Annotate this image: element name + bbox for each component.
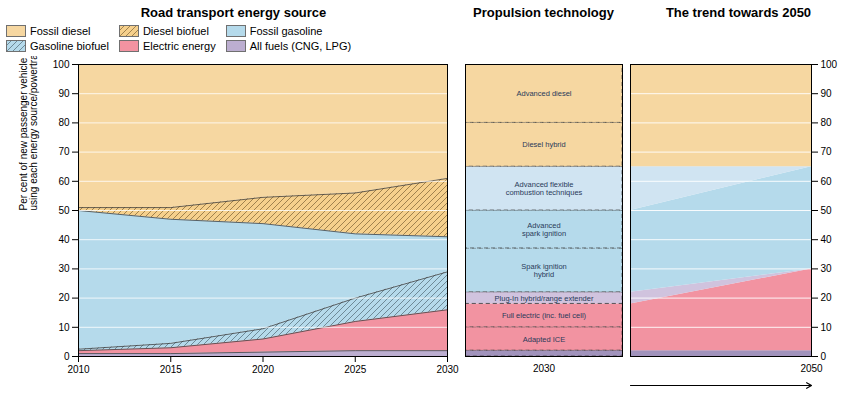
svg-text:80: 80 xyxy=(58,117,70,128)
html-text:Diesel biofuel: Diesel biofuel xyxy=(142,25,209,37)
html-text:Gasoline biofuel: Gasoline biofuel xyxy=(30,40,109,52)
html-text:The trend towards 2050: The trend towards 2050 xyxy=(665,5,812,20)
svg-text:Advanced flexiblecombustion te: Advanced flexiblecombustion techniques xyxy=(506,180,583,197)
svg-text:Adapted ICE: Adapted ICE xyxy=(523,335,566,344)
svg-text:10: 10 xyxy=(821,322,833,333)
svg-text:Advancedspark ignition: Advancedspark ignition xyxy=(522,221,566,238)
svg-text:30: 30 xyxy=(821,263,833,274)
svg-text:2010: 2010 xyxy=(67,364,90,375)
svg-text:70: 70 xyxy=(58,146,70,157)
svg-text:90: 90 xyxy=(58,88,70,99)
html-text:Electric energy: Electric energy xyxy=(142,40,216,52)
svg-text:Plug-In hybrid/range extender: Plug-In hybrid/range extender xyxy=(495,294,594,303)
svg-text:20: 20 xyxy=(58,292,70,303)
svg-text:2020: 2020 xyxy=(252,364,275,375)
svg-text:Per cent of new passenger vehi: Per cent of new passenger vehicle salesu… xyxy=(18,56,39,211)
svg-text:2030: 2030 xyxy=(533,363,556,374)
svg-text:0: 0 xyxy=(64,351,70,362)
svg-text:0: 0 xyxy=(821,351,827,362)
svg-text:70: 70 xyxy=(821,146,833,157)
svg-text:80: 80 xyxy=(821,117,833,128)
svg-text:Advanced diesel: Advanced diesel xyxy=(516,89,571,98)
svg-text:100: 100 xyxy=(53,59,70,70)
svg-text:50: 50 xyxy=(821,205,833,216)
svg-text:40: 40 xyxy=(821,234,833,245)
svg-text:2050: 2050 xyxy=(800,363,823,374)
svg-text:30: 30 xyxy=(58,263,70,274)
svg-text:40: 40 xyxy=(58,234,70,245)
svg-text:Spark ignitionhybrid: Spark ignitionhybrid xyxy=(521,262,566,279)
html-text:Fossil gasoline: Fossil gasoline xyxy=(249,25,323,37)
html-text:Propulsion technology: Propulsion technology xyxy=(473,5,614,20)
svg-text:Diesel hybrid: Diesel hybrid xyxy=(522,140,565,149)
svg-text:50: 50 xyxy=(58,205,70,216)
html-text:All fuels (CNG, LPG): All fuels (CNG, LPG) xyxy=(249,40,352,52)
svg-text:90: 90 xyxy=(821,88,833,99)
svg-text:100: 100 xyxy=(821,59,838,70)
svg-text:60: 60 xyxy=(821,176,833,187)
svg-text:2030: 2030 xyxy=(436,364,459,375)
svg-text:2015: 2015 xyxy=(160,364,183,375)
svg-text:Full electric (inc. fuel cell): Full electric (inc. fuel cell) xyxy=(502,311,587,320)
html-text:Road transport energy source: Road transport energy source xyxy=(140,5,327,20)
svg-text:60: 60 xyxy=(58,176,70,187)
html-text:Fossil diesel: Fossil diesel xyxy=(30,25,91,37)
svg-text:2025: 2025 xyxy=(344,364,367,375)
svg-text:10: 10 xyxy=(58,322,70,333)
svg-text:20: 20 xyxy=(821,292,833,303)
